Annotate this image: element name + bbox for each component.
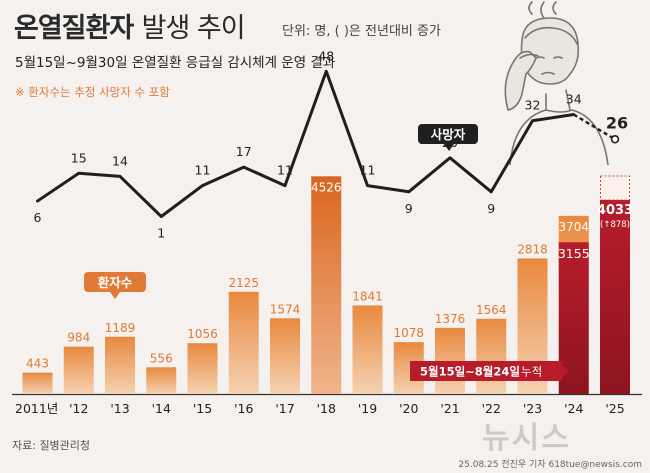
x-tick-label-3: '14 (152, 401, 171, 416)
source-note: 자료: 질병관리청 (12, 439, 91, 452)
credit-line: 25.08.25 전진우 기자 618tue@newsis.com (458, 460, 642, 470)
cumulative-tag-box (410, 361, 562, 381)
patients-value-label-10: 1376 (435, 312, 466, 326)
newsis-watermark: 뉴시스 (482, 421, 571, 456)
patients-bar-0 (22, 372, 53, 394)
x-tick-label-12: '23 (523, 401, 542, 416)
x-tick-label-11: '22 (482, 401, 501, 416)
deaths-value-label-14: 26 (606, 113, 628, 132)
x-tick-label-14: '25 (605, 401, 624, 416)
patients-value-label-11: 1564 (476, 303, 507, 317)
patients-bar-10 (435, 327, 465, 394)
deaths-value-label-8: 11 (360, 163, 376, 178)
deaths-point-14 (610, 135, 620, 144)
x-tick-label-13: '24 (564, 401, 583, 416)
patients-value-label-8: 1841 (352, 289, 383, 303)
patients-value-label-5: 2125 (228, 276, 259, 290)
patients-value-label-3: 556 (150, 351, 173, 365)
deaths-series-line (36, 69, 576, 219)
deaths-value-label-3: 1 (157, 226, 165, 241)
patients-bar-2 (105, 336, 135, 394)
cumulative-tag-pointer (562, 365, 569, 377)
patients-bar-4 (187, 343, 218, 394)
patients-value-label-2: 1189 (105, 321, 136, 335)
deaths-value-label-11: 9 (487, 201, 495, 216)
deaths-value-label-4: 11 (195, 163, 211, 178)
patients-tag-pointer (110, 292, 120, 299)
x-tick-label-10: '21 (440, 401, 459, 416)
deaths-tag-pointer (444, 144, 454, 151)
patients-bar-1 (63, 346, 94, 394)
patients-value-label-1: 984 (67, 331, 90, 345)
patients-bar-3 (146, 367, 177, 394)
x-tick-label-6: '17 (275, 401, 294, 416)
x-tick-label-5: '16 (234, 401, 253, 416)
cumulative-tag-label: 5월15일~8월24일 (420, 365, 520, 379)
patients-bar-8 (352, 305, 383, 394)
x-tick-label-4: '15 (193, 401, 212, 416)
patients-value-label-9: 1078 (393, 326, 424, 340)
patients-bar-11 (476, 318, 507, 394)
cumulative-change-annotation: (↑878) (600, 220, 630, 230)
cumulative-tag-suffix: 누적 (521, 365, 542, 379)
patients-value-label-4: 1056 (187, 327, 218, 341)
deaths-projection-segment (573, 113, 616, 141)
deaths-tag-label: 사망자 (431, 127, 466, 142)
deaths-value-label-5: 17 (236, 144, 252, 159)
footnote: ※ 환자수는 추정 사망자 수 포함 (15, 85, 170, 99)
title-light: 발생 추이 (141, 13, 246, 44)
deaths-value-label-12: 32 (525, 98, 541, 113)
projection-box-2025 (600, 175, 630, 201)
deaths-value-label-9: 9 (405, 201, 413, 216)
page-title: 온열질환자 발생 추이 (14, 6, 246, 45)
deaths-value-label-6: 11 (277, 163, 293, 178)
patients-value-label-7: 4526 (311, 180, 342, 194)
x-tick-label-2: '13 (110, 401, 129, 416)
x-tick-label-9: '20 (399, 401, 418, 416)
overheated-person-illustration (504, 1, 609, 165)
x-tick-label-8: '19 (358, 401, 377, 416)
patients-tag-box (84, 272, 146, 292)
deaths-value-label-7: 48 (318, 48, 334, 63)
x-tick-label-7: '18 (317, 401, 336, 416)
cumulative-value-label-13: 3155 (558, 246, 590, 261)
deaths-value-label-13: 34 (566, 92, 582, 107)
cumulative-value-label-14: 4033 (597, 203, 633, 218)
cumulative-bar-14 (600, 200, 630, 394)
title-bold: 온열질환자 (14, 13, 134, 44)
patients-value-label-12: 2818 (517, 242, 548, 256)
unit-note: 단위: 명, ( )은 전년대비 증가 (282, 24, 441, 39)
patients-bar-5 (228, 291, 259, 394)
patients-value-label-6: 1574 (270, 302, 301, 316)
patients-bar-6 (270, 318, 300, 394)
patients-tag-label: 환자수 (98, 275, 133, 290)
x-tick-label-0: 2011년 (15, 401, 58, 416)
patients-value-label-13: 3704 (558, 220, 589, 234)
patients-bar-7 (311, 176, 342, 394)
deaths-value-label-2: 14 (112, 153, 128, 168)
deaths-value-label-1: 15 (71, 150, 87, 165)
deaths-tag-box (418, 124, 478, 144)
subtitle: 5월15일~9월30일 온열질환 응급실 감시체계 운영 결과 (15, 55, 336, 71)
x-tick-label-1: '12 (69, 401, 88, 416)
patients-value-label-0: 443 (26, 357, 49, 371)
deaths-value-label-0: 6 (34, 210, 42, 225)
